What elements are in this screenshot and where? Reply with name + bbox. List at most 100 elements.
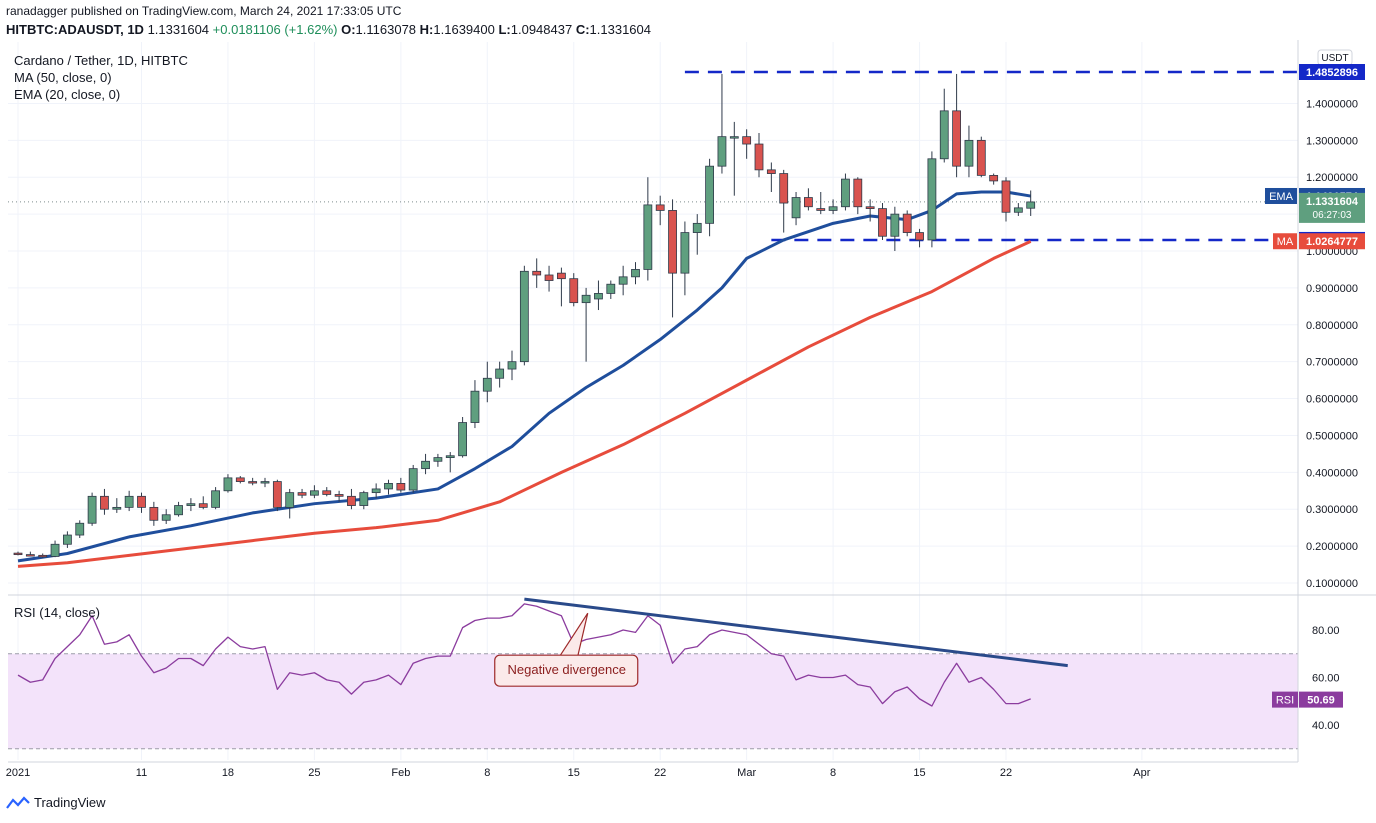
candle-down [25, 551, 35, 557]
candle-down [569, 273, 579, 307]
legend-ema[interactable]: EMA (20, close, 0) [14, 87, 121, 102]
candle-body [952, 110, 961, 167]
price-tick-label: 0.7000000 [1306, 357, 1358, 369]
tradingview-logo[interactable]: TradingView [6, 795, 106, 810]
currency-label: USDT [1317, 49, 1353, 66]
candle-down [816, 191, 826, 215]
legend-ma[interactable]: MA (50, close, 0) [14, 70, 112, 85]
price-tick-label: 1.4000000 [1306, 98, 1358, 110]
candle-body [297, 492, 307, 496]
candle-up [384, 479, 393, 495]
candle-down [779, 169, 789, 233]
time-tick-label: 15 [568, 767, 580, 779]
price-tag-box [1299, 233, 1365, 250]
candle-up [421, 453, 430, 475]
symbol[interactable]: HITBTC:ADAUSDT, 1D [6, 22, 144, 37]
candle-up [841, 173, 850, 211]
candle-body [643, 204, 653, 270]
candle-up [606, 280, 616, 299]
brand-label: TradingView [34, 795, 106, 810]
candle-down [853, 177, 863, 215]
price-tick-label: 1.2000000 [1306, 172, 1358, 184]
candle-up [359, 490, 369, 510]
candle-down [668, 199, 677, 318]
candle-body [38, 554, 48, 558]
candle-up [1013, 203, 1023, 216]
candle-up [791, 191, 801, 226]
candle-body [161, 514, 171, 521]
candle-body [828, 206, 838, 211]
time-tick-label: Apr [1133, 767, 1150, 779]
price-tag-label-box [1265, 187, 1297, 204]
rsi-tag: RSI 50.69 [1272, 691, 1343, 708]
callout-text: Negative divergence [507, 662, 626, 677]
candle-up [50, 540, 60, 558]
candle-body [25, 554, 35, 557]
candle-down [878, 203, 887, 240]
price-tick-label: 0.5000000 [1306, 430, 1358, 442]
time-tick-label: 11 [136, 767, 147, 779]
candle-body [680, 232, 690, 274]
candle-up [309, 485, 319, 499]
candle-up [445, 452, 455, 473]
candle-up [124, 490, 134, 512]
candle-body [631, 269, 640, 278]
candle-body [754, 143, 764, 171]
open-value: 1.1163078 [355, 22, 417, 37]
publisher-line: ranadagger published on TradingView.com,… [6, 4, 402, 18]
ma-line [17, 240, 1032, 568]
candle-down [38, 553, 48, 558]
candle-down [952, 73, 961, 178]
candle-body [75, 522, 85, 536]
candle-down [742, 129, 752, 159]
candle-up [112, 498, 122, 513]
candle-up [495, 361, 505, 388]
symbol-line: HITBTC:ADAUSDT, 1D 1.1331604 +0.0181106 … [6, 22, 651, 37]
candle-body [470, 390, 480, 423]
candle-body [334, 494, 344, 497]
close-value: 1.1331604 [589, 22, 651, 37]
rsi-band [8, 653, 1298, 750]
candle-body [13, 552, 23, 556]
candle-body [482, 377, 492, 392]
candle-body [519, 270, 529, 363]
candle-down [865, 199, 875, 222]
low-value: 1.0948437 [510, 22, 573, 37]
legend-title[interactable]: Cardano / Tether, 1D, HITBTC [14, 53, 188, 68]
legend-rsi[interactable]: RSI (14, close) [14, 605, 100, 620]
candle-body [1026, 201, 1036, 209]
ema-polyline [17, 190, 1031, 563]
candle-down [655, 195, 665, 226]
candle-body [285, 492, 295, 508]
rsi-tick-label: 60.00 [1312, 673, 1340, 685]
candle-down [989, 173, 999, 185]
candle-body [976, 139, 986, 176]
candle-up [507, 350, 517, 381]
price-tick-label: 0.4000000 [1306, 467, 1358, 479]
candle-body [779, 173, 789, 204]
candle-body [816, 208, 826, 211]
candle-body [458, 422, 468, 457]
time-tick-label: 25 [308, 767, 320, 779]
time-tick-label: Mar [737, 767, 756, 779]
candle-body [766, 169, 776, 174]
rsi-tick-label: 40.00 [1312, 720, 1340, 732]
candle-body [100, 495, 109, 510]
ema-line [17, 190, 1031, 563]
time-tick-label: 18 [222, 767, 234, 779]
candle-body [272, 481, 282, 508]
price-tick-label: 0.1000000 [1306, 578, 1358, 590]
candle-body [433, 457, 443, 462]
close-label: C: [575, 22, 590, 37]
time-tick-label: Feb [391, 767, 410, 779]
candle-body [927, 158, 937, 241]
candle-body [112, 506, 122, 510]
price-tick-label: 0.8000000 [1306, 320, 1358, 332]
candle-up [211, 487, 221, 510]
price-tags: 1.48528961.03000001.1491574EMA1.13316040… [1265, 64, 1365, 708]
price-tag-label-box [1273, 233, 1297, 250]
candle-body [322, 490, 332, 495]
candle-up [643, 177, 653, 281]
candle-body [260, 481, 270, 484]
price-tag-value: 1.1331604 [1306, 196, 1359, 208]
